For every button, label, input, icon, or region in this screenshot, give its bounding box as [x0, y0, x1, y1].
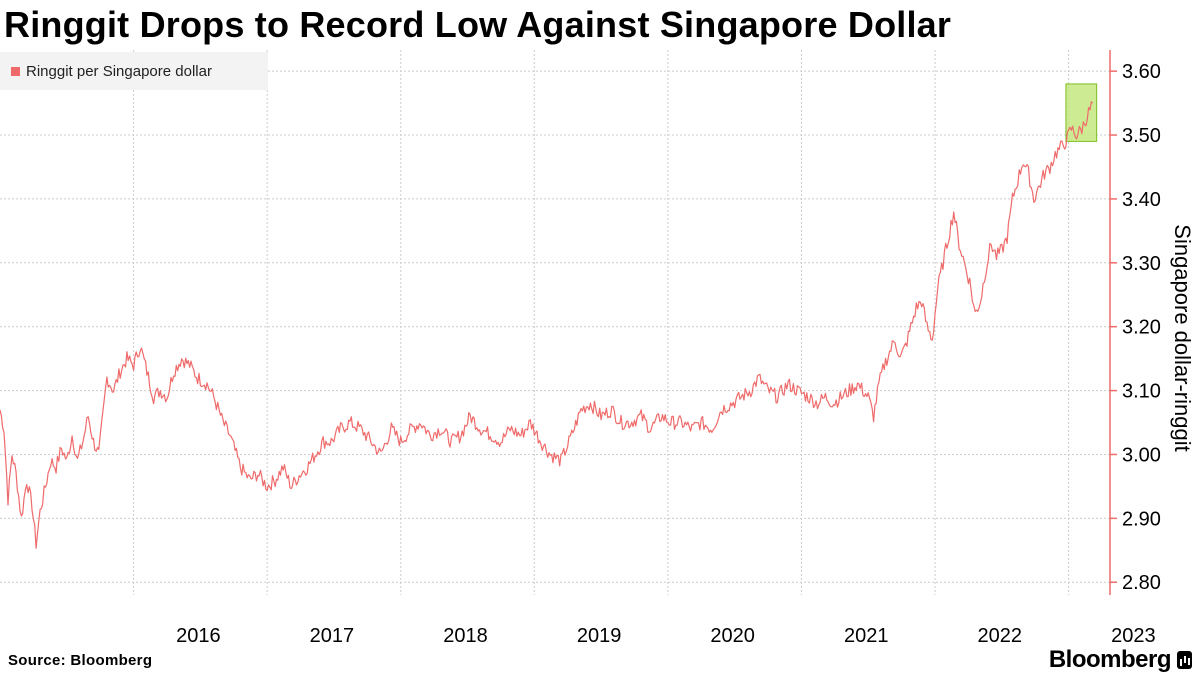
y-tick-label-3.20: 3.20	[1122, 317, 1161, 339]
y-tick-label-3.10: 3.10	[1122, 381, 1161, 403]
legend-label: Ringgit per Singapore dollar	[26, 62, 212, 80]
y-tick-label-3.30: 3.30	[1122, 253, 1161, 275]
y-axis-title: Singapore dollar-ringgit	[1170, 224, 1195, 451]
x-tick-label-2018: 2018	[443, 625, 488, 647]
series-line-ringgit-per-sgd	[0, 101, 1094, 549]
x-tick-label-2019: 2019	[577, 625, 622, 647]
y-tick-label-3.40: 3.40	[1122, 189, 1161, 211]
y-tick-label-2.90: 2.90	[1122, 508, 1161, 530]
x-tick-label-2016: 2016	[176, 625, 221, 647]
y-axis: 2.80 2.90 3.00 3.10 3.20 3.30 3.40 3.50 3.60	[1109, 50, 1161, 595]
y-tick-label-3.00: 3.00	[1122, 444, 1161, 466]
series-layer	[0, 101, 1094, 549]
x-tick-label-2023: 2023	[1111, 625, 1156, 647]
chart-legend: Ringgit per Singapore dollar	[0, 52, 268, 90]
x-axis-labels: 2016 2017 2018 2019 2020 2021 2022 2023	[176, 625, 1156, 647]
x-tick-label-2017: 2017	[310, 625, 355, 647]
x-tick-label-2022: 2022	[978, 625, 1023, 647]
grid-lines	[0, 50, 1110, 595]
x-tick-label-2020: 2020	[710, 625, 755, 647]
y-tick-label-3.60: 3.60	[1122, 61, 1161, 83]
y-tick-label-2.80: 2.80	[1122, 572, 1161, 594]
x-tick-label-2021: 2021	[844, 625, 889, 647]
source-note: Source: Bloomberg	[8, 652, 153, 669]
chart-title: Ringgit Drops to Record Low Against Sing…	[4, 4, 952, 45]
bar-chart-icon	[1177, 651, 1192, 669]
brand-name: Bloomberg	[1048, 646, 1172, 673]
y-tick-label-3.50: 3.50	[1122, 125, 1161, 147]
legend-swatch	[11, 66, 20, 76]
bloomberg-logo: Bloomberg	[1049, 646, 1192, 674]
